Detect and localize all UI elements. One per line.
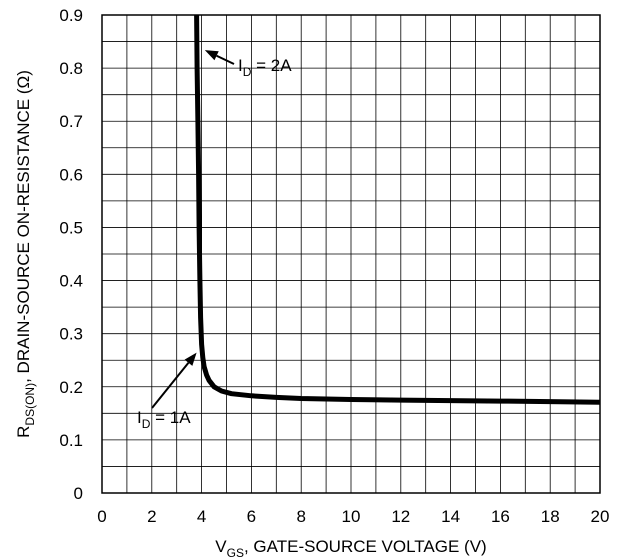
y-tick-label: 0.5 xyxy=(59,218,83,237)
ticks: 0 2 4 6 8 10 12 14 16 18 20 0 0.1 0.2 0.3 0.4 0.5 0.6 0.7 0… xyxy=(59,6,609,526)
y-tick-label: 0.4 xyxy=(59,272,83,291)
series-line-1 xyxy=(194,14,601,405)
annotation-arrowhead-2a xyxy=(204,50,219,61)
x-tick-label: 20 xyxy=(591,507,610,526)
x-tick-label: 4 xyxy=(197,507,206,526)
annotation-leader-2a xyxy=(216,54,235,65)
annotation-id-2a: ID = 2A xyxy=(204,50,292,79)
y-tick-label: 0.7 xyxy=(59,112,83,131)
y-tick-label: 0.6 xyxy=(59,165,83,184)
grid xyxy=(102,15,600,493)
y-tick-label: 0.8 xyxy=(59,59,83,78)
y-tick-label: 0.3 xyxy=(59,325,83,344)
x-tick-label: 0 xyxy=(97,507,106,526)
x-tick-label: 8 xyxy=(296,507,305,526)
annotation-leader-1a xyxy=(151,362,190,409)
annotation-id-1a: ID = 1A xyxy=(137,352,197,431)
x-tick-label: 18 xyxy=(541,507,560,526)
x-tick-label: 10 xyxy=(342,507,361,526)
annotation-arrowhead-1a xyxy=(184,352,197,366)
annotation-label-1a: ID = 1A xyxy=(137,408,191,431)
x-tick-label: 14 xyxy=(441,507,460,526)
y-axis-label: RDS(ON), DRAIN-SOURCE ON-RESISTANCE (Ω) xyxy=(14,70,37,438)
x-tick-label: 6 xyxy=(247,507,256,526)
y-tick-label: 0.9 xyxy=(59,6,83,25)
x-tick-label: 2 xyxy=(147,507,156,526)
y-tick-label: 0 xyxy=(74,484,83,503)
curves xyxy=(194,14,601,405)
y-tick-label: 0.2 xyxy=(59,378,83,397)
annotation-label-2a: ID = 2A xyxy=(238,56,292,79)
y-tick-label: 0.1 xyxy=(59,431,83,450)
x-tick-label: 12 xyxy=(391,507,410,526)
x-tick-label: 16 xyxy=(491,507,510,526)
plot-frame xyxy=(101,14,601,494)
x-axis-label: VGS, GATE-SOURCE VOLTAGE (V) xyxy=(215,537,486,559)
